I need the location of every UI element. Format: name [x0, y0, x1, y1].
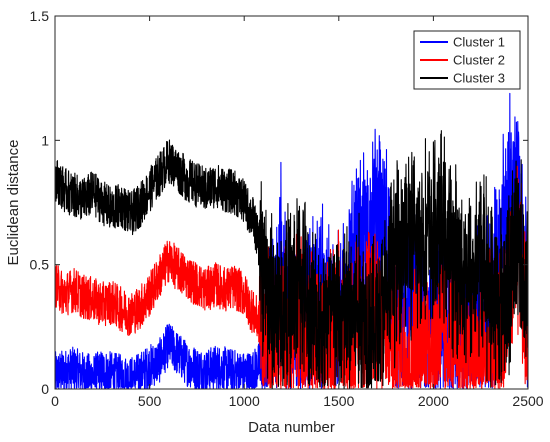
- series-group: [55, 92, 528, 389]
- y-tick-label: 0.5: [30, 257, 50, 273]
- x-axis-label: Data number: [248, 419, 335, 436]
- axes-frame: [54, 15, 529, 390]
- x-tick-label: 1000: [229, 393, 260, 409]
- x-tick-label: 1500: [323, 393, 354, 409]
- y-axis-label: Euclidean distance: [5, 140, 22, 266]
- x-tick-label: 500: [138, 393, 162, 409]
- legend-label-1: Cluster 1: [453, 35, 505, 50]
- y-tick-label: 1.5: [30, 8, 50, 24]
- y-tick-label: 1: [41, 132, 49, 148]
- x-tick-label: 2500: [512, 393, 543, 409]
- legend: Cluster 1 Cluster 2 Cluster 3: [413, 30, 521, 90]
- x-tick-label: 0: [51, 393, 59, 409]
- x-tick-label: 2000: [418, 393, 449, 409]
- legend-label-3: Cluster 3: [453, 71, 505, 86]
- y-tick-label: 0: [41, 381, 49, 397]
- legend-label-2: Cluster 2: [453, 53, 505, 68]
- series-line-3: [55, 130, 528, 389]
